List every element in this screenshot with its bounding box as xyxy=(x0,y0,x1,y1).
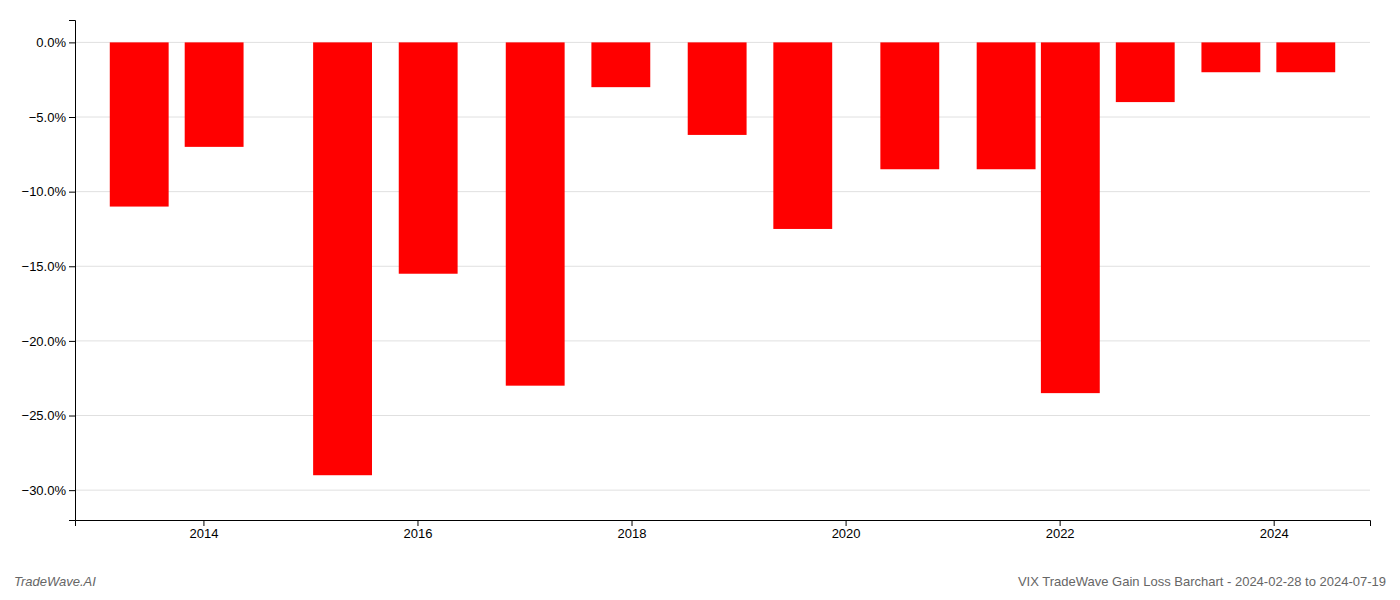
y-tick-mark xyxy=(69,490,75,491)
y-tick-mark xyxy=(69,341,75,342)
x-tick-mark xyxy=(632,520,633,526)
chart: 2014 2016 2018 2020 2022 2024 0.0% −5.0% −10.0% −… xyxy=(0,0,1400,600)
bar xyxy=(1116,42,1175,102)
y-tick: 0.0% xyxy=(36,35,75,50)
y-tick-label: −20.0% xyxy=(22,334,67,349)
x-tick-label: 2016 xyxy=(404,526,433,541)
y-tick-mark xyxy=(69,42,75,43)
y-tick-label: −30.0% xyxy=(22,483,67,498)
y-axis-line xyxy=(69,21,76,521)
y-tick: −5.0% xyxy=(29,110,75,125)
x-tick: 2014 xyxy=(189,520,218,541)
y-tick-label: −10.0% xyxy=(22,184,67,199)
y-tick-label: −15.0% xyxy=(22,259,67,274)
y-tick-mark xyxy=(69,117,75,118)
bar xyxy=(506,42,565,385)
y-tick: −15.0% xyxy=(22,259,75,274)
x-tick: 2024 xyxy=(1260,520,1289,541)
x-tick-label: 2020 xyxy=(832,526,861,541)
bar xyxy=(773,42,832,229)
bar xyxy=(313,42,372,475)
grid-line xyxy=(75,415,1370,416)
y-tick: −10.0% xyxy=(22,184,75,199)
x-tick-mark xyxy=(203,520,204,526)
bar xyxy=(110,42,169,206)
y-tick-mark xyxy=(69,192,75,193)
bar xyxy=(688,42,747,135)
x-tick: 2016 xyxy=(404,520,433,541)
grid-line xyxy=(75,266,1370,267)
y-tick-label: −25.0% xyxy=(22,408,67,423)
x-tick-label: 2014 xyxy=(189,526,218,541)
bar xyxy=(977,42,1036,169)
y-tick-mark xyxy=(69,416,75,417)
y-tick: −30.0% xyxy=(22,483,75,498)
bars xyxy=(110,42,1335,475)
grid xyxy=(75,42,1370,490)
x-axis-line xyxy=(76,521,1371,527)
title: VIX TradeWave Gain Loss Barchart - 2024-… xyxy=(1018,574,1386,589)
y-tick-mark xyxy=(69,266,75,267)
x-tick: 2018 xyxy=(618,520,647,541)
x-tick-mark xyxy=(417,520,418,526)
x-tick-mark xyxy=(846,520,847,526)
y-tick: −25.0% xyxy=(22,408,75,423)
y-tick: −20.0% xyxy=(22,334,75,349)
x-tick-label: 2022 xyxy=(1046,526,1075,541)
x-axis: 2014 2016 2018 2020 2022 2024 xyxy=(76,520,1371,541)
x-tick-label: 2024 xyxy=(1260,526,1289,541)
bar xyxy=(1276,42,1335,72)
x-tick: 2022 xyxy=(1046,520,1075,541)
y-tick-label: 0.0% xyxy=(36,35,66,50)
watermark: TradeWave.AI xyxy=(14,574,96,589)
bar xyxy=(591,42,650,87)
grid-line xyxy=(75,191,1370,192)
y-axis: 0.0% −5.0% −10.0% −15.0% −20.0% −25.0% −30.0% xyxy=(22,21,76,521)
bar xyxy=(399,42,458,273)
grid-line xyxy=(75,340,1370,341)
grid-line xyxy=(75,490,1370,491)
x-tick-mark xyxy=(1060,520,1061,526)
bar xyxy=(185,42,244,146)
bar xyxy=(1041,42,1100,393)
bar xyxy=(1201,42,1260,72)
y-tick-label: −5.0% xyxy=(29,110,67,125)
bar xyxy=(880,42,939,169)
x-tick: 2020 xyxy=(832,520,861,541)
plot: 2014 2016 2018 2020 2022 2024 0.0% −5.0% −10.0% −… xyxy=(22,21,1371,542)
x-tick-mark xyxy=(1274,520,1275,526)
x-tick-label: 2018 xyxy=(618,526,647,541)
